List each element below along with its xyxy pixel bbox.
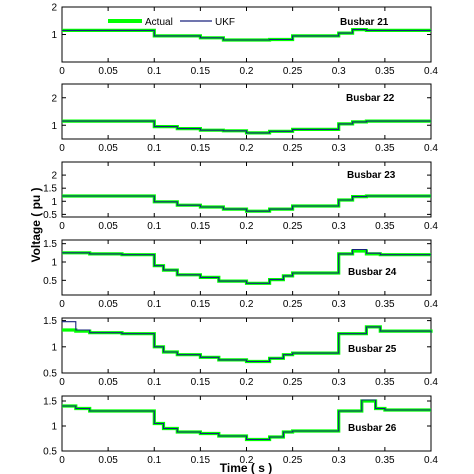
chart-panel-4: 0 0.05 0.1 0.15 0.2 0.25 0.3 0.35 0.4 0.5 1 1.5 Busb… xyxy=(43,239,438,310)
y-tick-label: 1.5 xyxy=(43,184,57,195)
series-ukf-line xyxy=(62,120,431,134)
x-tick-label: 0.05 xyxy=(98,221,118,232)
x-tick-label: 0.05 xyxy=(98,66,118,77)
x-tick-label: 0.1 xyxy=(147,377,161,388)
y-tick-label: 1 xyxy=(51,197,57,208)
x-tick-label: 0.15 xyxy=(191,221,211,232)
chart-panel-6: 0 0.05 0.1 0.15 0.2 0.25 0.3 0.35 0.4 0.5 1 1.5 Busb… xyxy=(43,395,438,466)
x-tick-label: 0.15 xyxy=(191,377,211,388)
x-axis-label: Time ( s ) xyxy=(220,461,272,474)
x-tick-label: 0.4 xyxy=(424,299,438,310)
x-tick-label: 0 xyxy=(59,299,65,310)
panel-label: Busbar 23 xyxy=(347,170,396,181)
x-tick-label: 0.15 xyxy=(191,299,211,310)
y-tick-label: 0.5 xyxy=(43,447,57,458)
x-tick-label: 0.3 xyxy=(332,455,346,466)
panel-label: Busbar 21 xyxy=(340,17,389,28)
x-tick-label: 0.35 xyxy=(375,299,395,310)
series-ukf-line xyxy=(62,195,431,212)
x-tick-label: 0.2 xyxy=(240,143,254,154)
x-tick-label: 0.25 xyxy=(283,377,303,388)
y-tick-label: 2 xyxy=(51,93,57,104)
legend-ukf-label: UKF xyxy=(215,17,235,28)
y-tick-label: 1.5 xyxy=(43,316,57,327)
x-tick-label: 0 xyxy=(59,143,65,154)
series-ukf-line xyxy=(62,248,431,284)
plot-area xyxy=(61,6,432,63)
x-tick-label: 0 xyxy=(59,221,65,232)
legend: Actual UKF xyxy=(108,17,235,28)
x-tick-label: 0.35 xyxy=(375,455,395,466)
plot-area xyxy=(61,395,432,452)
legend-actual-label: Actual xyxy=(145,17,173,28)
y-tick-label: 0.5 xyxy=(43,369,57,380)
y-tick-label: 1.5 xyxy=(43,239,57,250)
panel-label: Busbar 25 xyxy=(348,344,397,355)
series-ukf-line xyxy=(62,29,431,41)
x-tick-label: 0.1 xyxy=(147,299,161,310)
x-tick-label: 0.2 xyxy=(240,299,254,310)
y-tick-label: 1 xyxy=(51,30,57,41)
x-tick-label: 0.25 xyxy=(283,221,303,232)
x-tick-label: 0.15 xyxy=(191,66,211,77)
x-tick-label: 0 xyxy=(59,455,65,466)
x-tick-label: 0.25 xyxy=(283,66,303,77)
x-tick-label: 0.05 xyxy=(98,143,118,154)
chart-panel-2: 0 0.05 0.1 0.15 0.2 0.25 0.3 0.35 0.4 1 2 Busbar 22 xyxy=(51,83,438,154)
y-tick-label: 2 xyxy=(51,171,57,182)
series-ukf-line xyxy=(62,321,432,363)
x-tick-label: 0.3 xyxy=(332,221,346,232)
y-tick-label: 1 xyxy=(51,422,57,433)
x-tick-label: 0.4 xyxy=(424,377,438,388)
y-tick-label: 1.5 xyxy=(43,397,57,408)
x-tick-label: 0.3 xyxy=(332,377,346,388)
y-axis-label: Voltage ( pu ) xyxy=(29,187,43,262)
x-tick-label: 0.35 xyxy=(375,66,395,77)
y-tick-label: 1 xyxy=(51,121,57,132)
panel-label: Busbar 22 xyxy=(346,93,395,104)
x-tick-label: 0.05 xyxy=(98,299,118,310)
x-tick-label: 0.25 xyxy=(283,143,303,154)
x-tick-label: 0.2 xyxy=(240,66,254,77)
x-tick-label: 0.25 xyxy=(283,299,303,310)
x-tick-label: 0.1 xyxy=(147,221,161,232)
x-tick-label: 0.35 xyxy=(375,143,395,154)
x-tick-label: 0.3 xyxy=(332,299,346,310)
chart-panel-5: 0 0.05 0.1 0.15 0.2 0.25 0.3 0.35 0.4 0.5 1 1.5 Busb… xyxy=(43,316,438,388)
x-tick-label: 0 xyxy=(59,377,65,388)
panel-label: Busbar 24 xyxy=(348,267,397,278)
y-tick-label: 0.5 xyxy=(43,276,57,287)
x-tick-label: 0.1 xyxy=(147,66,161,77)
x-tick-label: 0.35 xyxy=(375,377,395,388)
panels: 0 0.05 0.1 0.15 0.2 0.25 0.3 0.35 0.4 1 2 Busbar 21… xyxy=(43,3,438,467)
x-tick-label: 0.2 xyxy=(240,377,254,388)
x-tick-label: 0.25 xyxy=(283,455,303,466)
x-tick-label: 0.2 xyxy=(240,221,254,232)
x-tick-label: 0 xyxy=(59,66,65,77)
x-tick-label: 0.05 xyxy=(98,377,118,388)
chart-panel-3: 0 0.05 0.1 0.15 0.2 0.25 0.3 0.35 0.4 0.5 1 1.5 2 Bus… xyxy=(43,161,438,232)
y-tick-label: 1 xyxy=(51,342,57,353)
x-tick-label: 0.4 xyxy=(424,455,438,466)
chart-panel-1: 0 0.05 0.1 0.15 0.2 0.25 0.3 0.35 0.4 1 2 Busbar 21 xyxy=(51,3,438,78)
x-tick-label: 0.1 xyxy=(147,143,161,154)
x-tick-label: 0.1 xyxy=(147,455,161,466)
y-tick-label: 0.5 xyxy=(43,210,57,221)
x-tick-label: 0.15 xyxy=(191,143,211,154)
x-tick-label: 0.4 xyxy=(424,66,438,77)
panel-label: Busbar 26 xyxy=(348,423,397,434)
x-tick-label: 0.05 xyxy=(98,455,118,466)
x-tick-label: 0.4 xyxy=(424,221,438,232)
plot-area xyxy=(61,239,432,296)
y-tick-label: 1 xyxy=(51,258,57,269)
series-ukf-line xyxy=(62,399,431,441)
x-tick-label: 0.3 xyxy=(332,143,346,154)
x-tick-label: 0.2 xyxy=(240,455,254,466)
x-tick-label: 0.35 xyxy=(375,221,395,232)
x-tick-label: 0.3 xyxy=(332,66,346,77)
y-tick-label: 2 xyxy=(51,3,57,14)
x-tick-label: 0.4 xyxy=(424,143,438,154)
x-tick-label: 0.15 xyxy=(191,455,211,466)
